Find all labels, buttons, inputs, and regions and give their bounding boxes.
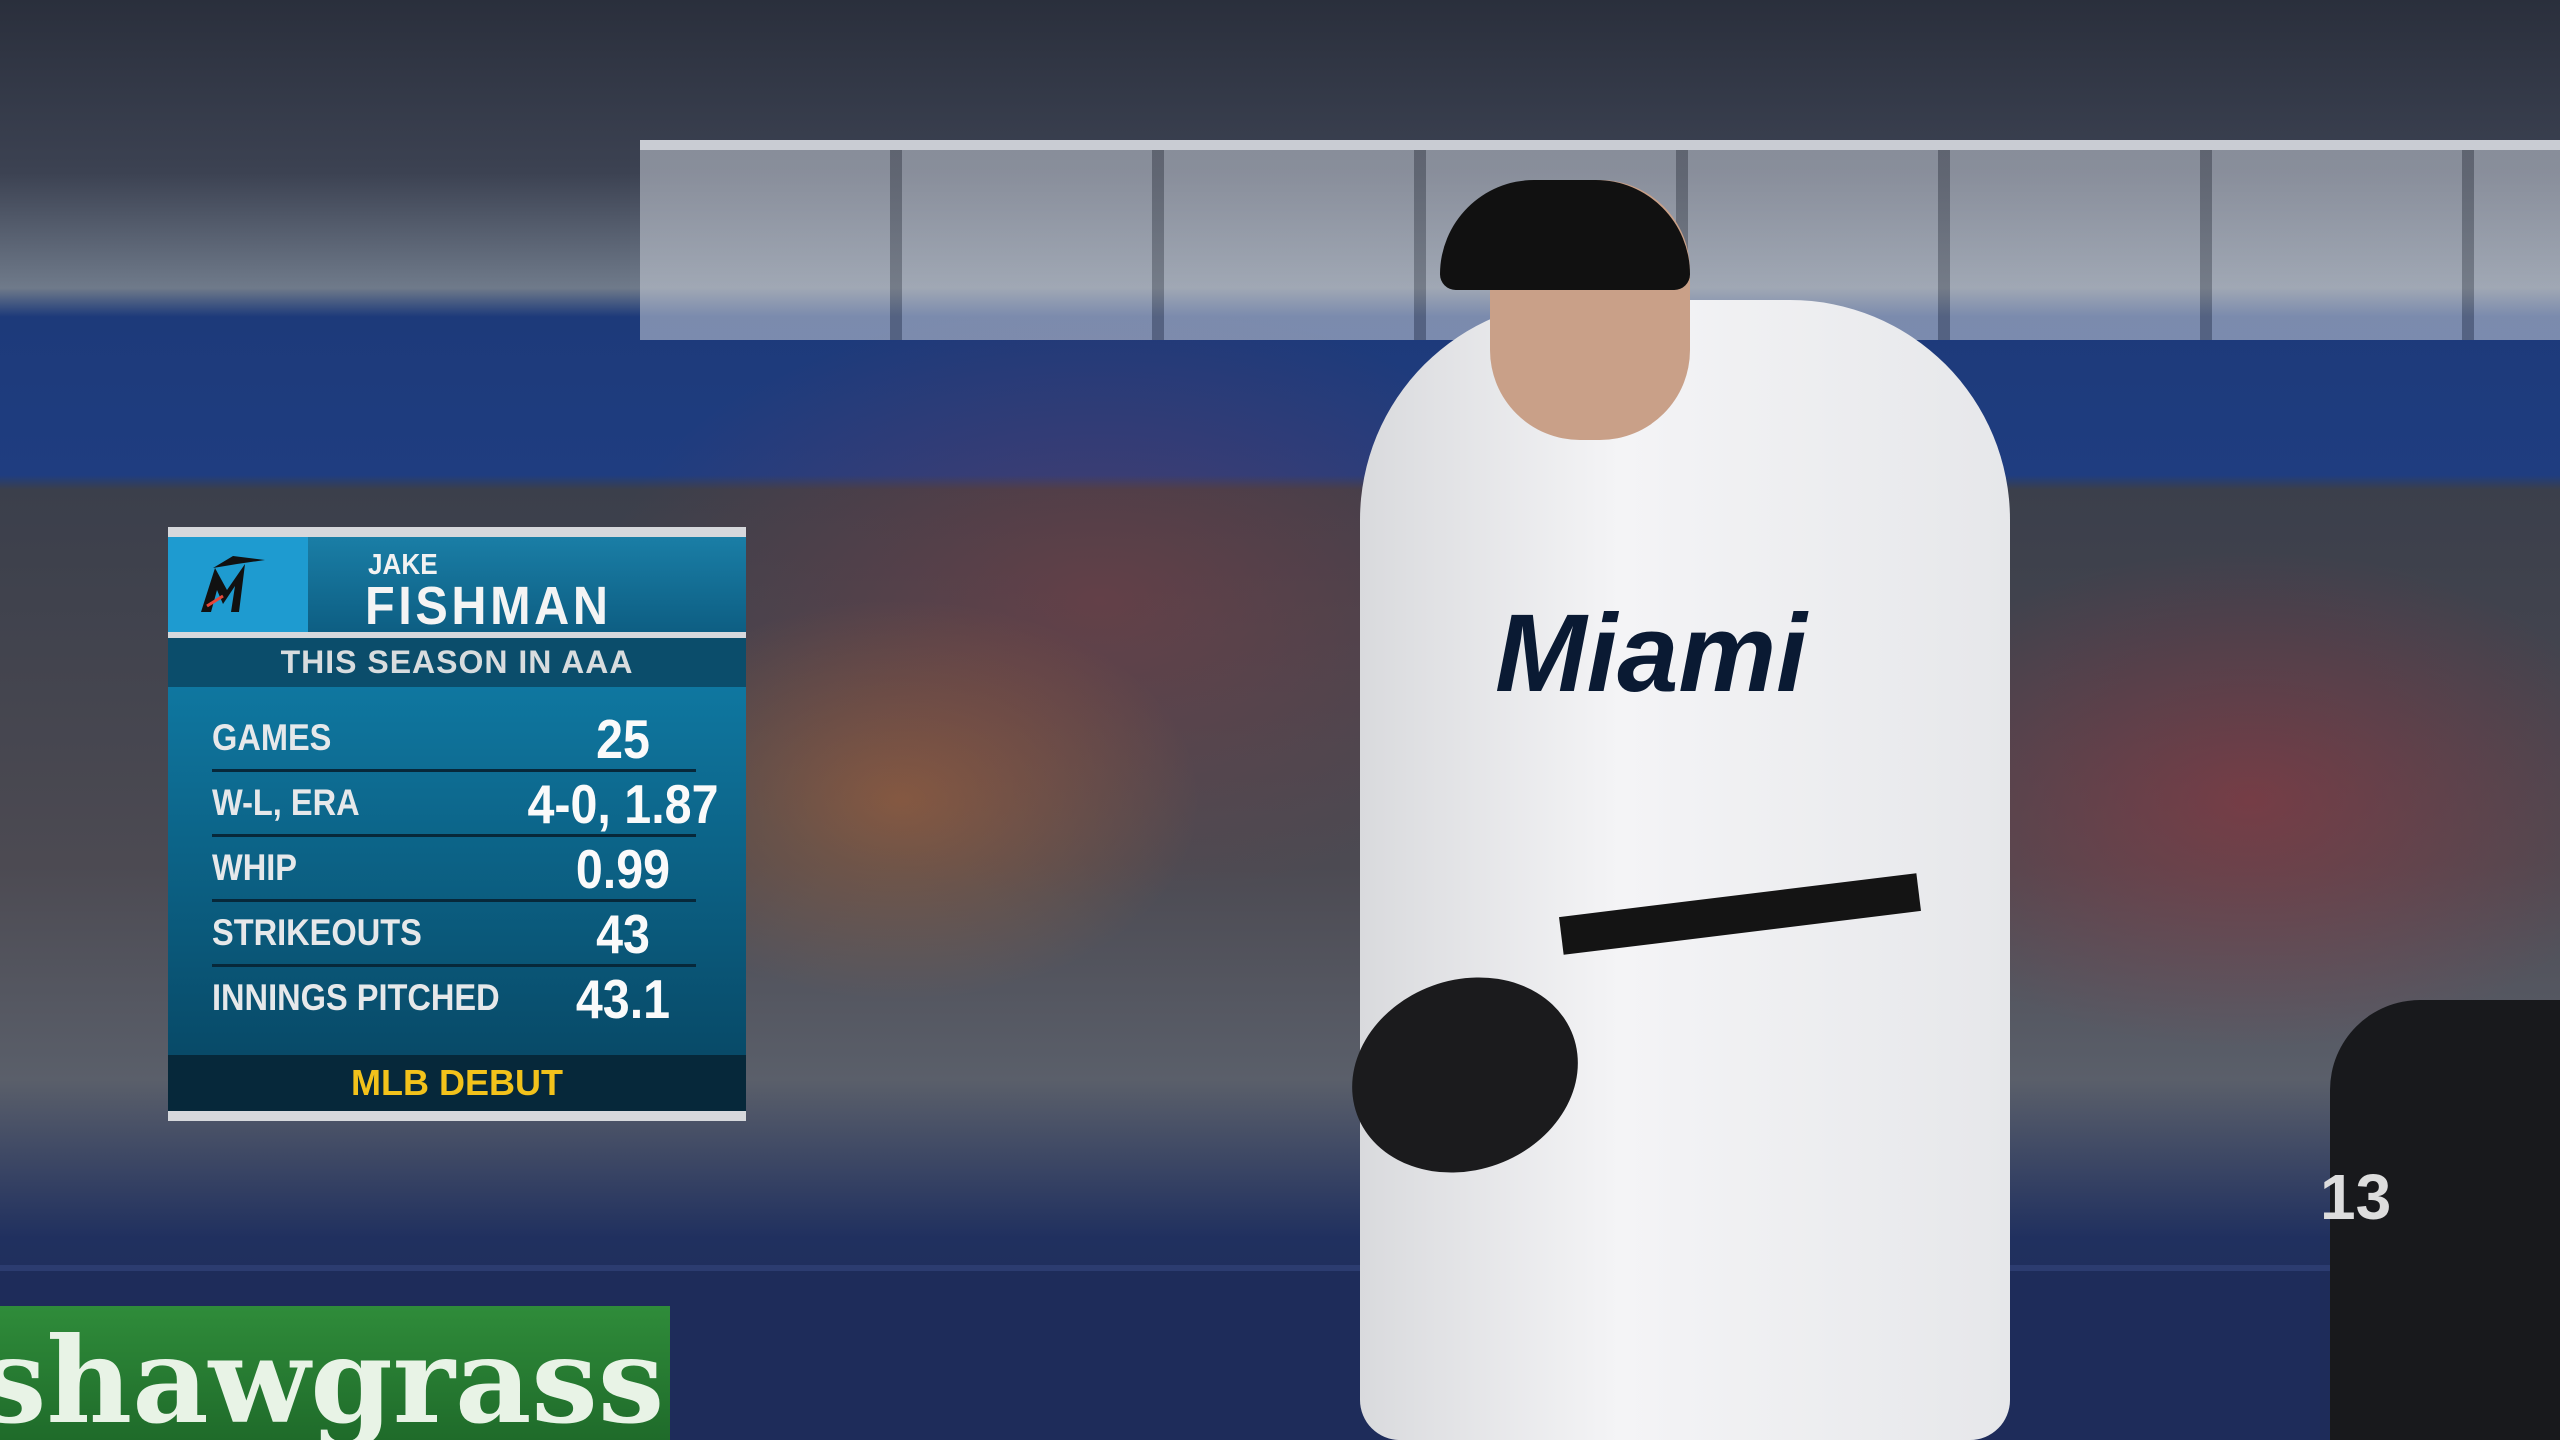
stat-row: STRIKEOUTS 43 [168,900,746,967]
top-border [168,527,746,537]
row-divider [212,964,696,967]
stat-label: INNINGS PITCHED [212,977,500,1018]
player-first-name: JAKE [368,549,438,581]
stat-value: 25 [596,708,650,770]
jersey-text: Miami [1495,592,1807,715]
stat-label: WHIP [212,847,298,888]
row-divider [212,899,696,902]
stat-value: 43.1 [575,968,671,1030]
debut-banner: MLB DEBUT [168,1055,746,1111]
stat-row: W-L, ERA 4-0, 1.87 [168,770,746,837]
player-stats-graphic: JAKE FISHMAN THIS SEASON IN AAA GAMES 25… [168,527,746,1234]
stat-label: W-L, ERA [212,782,360,823]
stat-label: GAMES [212,717,332,758]
pitcher [1360,300,2010,1440]
stat-row: WHIP 0.99 [168,835,746,902]
pitcher-cap [1440,180,1690,290]
umpire-number: 13 [2320,1161,2392,1233]
stat-value: 43 [596,903,650,965]
stats-table: GAMES 25 W-L, ERA 4-0, 1.87 WHIP 0.99 ST… [168,687,746,1055]
player-last-name: FISHMAN [365,576,612,636]
stat-label: STRIKEOUTS [212,912,422,953]
graphic-header: JAKE FISHMAN [168,537,746,636]
divider [168,632,746,638]
marlins-logo-icon [168,537,308,632]
stats-subtitle: THIS SEASON IN AAA [168,638,746,687]
row-divider [212,769,696,772]
stat-value: 4-0, 1.87 [527,773,719,835]
row-divider [212,834,696,837]
shawgrass-ad: shawgrass [0,1306,670,1440]
stat-row: INNINGS PITCHED 43.1 [168,965,746,1030]
stat-row: GAMES 25 [168,705,746,772]
umpire [2330,1000,2560,1440]
stat-value: 0.99 [575,838,671,900]
bottom-border [168,1111,746,1121]
